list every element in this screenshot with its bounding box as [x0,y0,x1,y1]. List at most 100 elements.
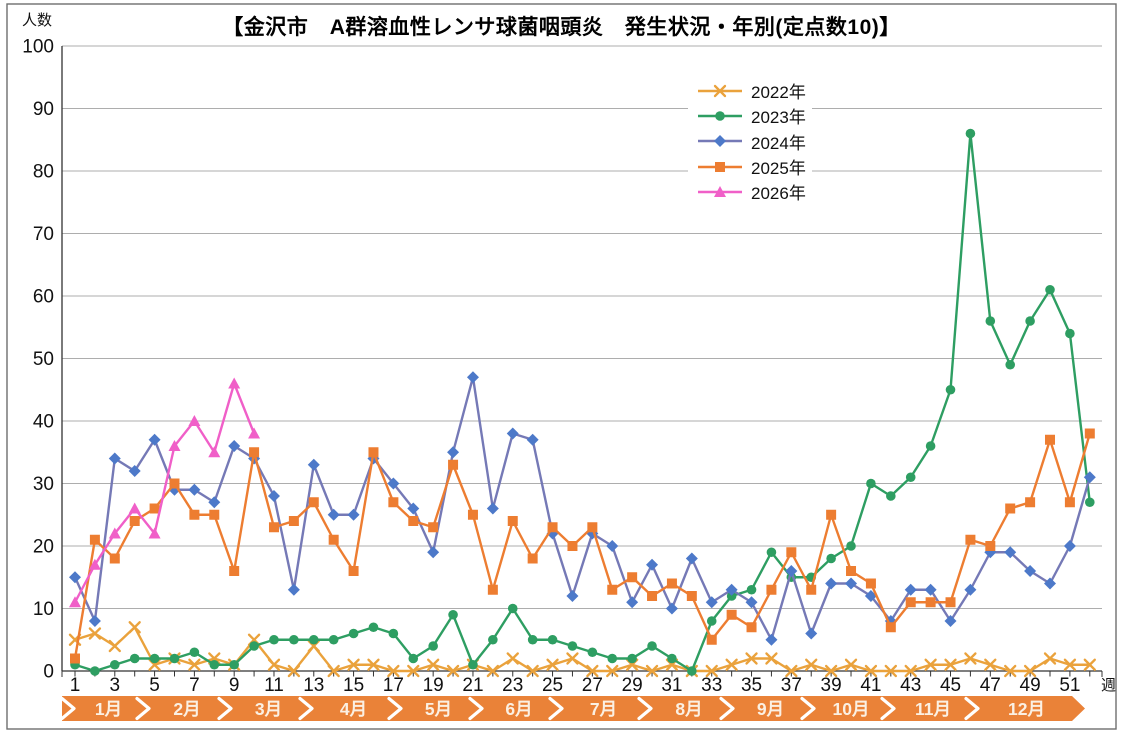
series-line [73,382,256,604]
month-label: 12月 [1008,699,1045,719]
month-label: 2月 [173,699,200,719]
data-point [428,641,438,651]
data-point [924,583,937,596]
data-point [88,615,101,627]
data-point [885,622,896,633]
data-point [1025,316,1035,326]
data-point [945,597,956,608]
data-point [985,541,996,551]
data-point [805,627,818,640]
data-point [388,628,399,639]
data-point [387,477,400,490]
x-tick-label: 21 [462,675,483,696]
data-point [287,664,301,678]
data-point [965,128,976,139]
data-point [428,522,439,533]
data-point [944,658,957,671]
x-tick-label: 41 [860,675,881,696]
x-tick-label: 49 [1020,675,1041,696]
month-label: 4月 [340,699,367,719]
data-point [627,653,637,664]
data-point [945,384,956,395]
data-point [209,659,220,670]
data-point [587,522,598,533]
x-tick-label: 15 [343,675,364,696]
chevron-right-icon [964,696,980,721]
data-point [169,478,180,489]
legend-swatch [698,84,742,97]
data-point [844,658,858,671]
data-point [646,558,659,571]
data-point [905,597,916,608]
x-tick-label: 1 [70,675,81,696]
data-point [90,666,100,676]
data-point [925,441,936,451]
data-point [886,491,896,501]
data-point [587,647,598,658]
x-tick-label: 43 [900,675,921,696]
data-point [1023,664,1037,678]
data-point [288,516,299,526]
data-point [408,653,419,664]
data-point [1045,284,1055,295]
data-point [108,452,121,465]
data-point [488,634,498,645]
data-point [70,653,80,664]
x-tick-label: 11 [264,675,284,696]
data-point [128,502,141,514]
data-point [168,440,181,451]
chevron-right-icon [298,696,314,721]
data-point [148,527,161,539]
legend-item-2026年: 2026年 [696,179,806,204]
month-label: 5月 [425,699,452,719]
data-point [268,522,279,533]
data-point [1085,497,1095,508]
x-tick-label: 13 [303,675,324,696]
x-tick-label: 7 [189,675,200,696]
data-point [647,591,658,601]
data-point [606,664,619,678]
data-point [714,135,726,148]
data-point [1063,658,1077,671]
data-point [985,316,996,326]
data-point [347,508,360,521]
data-point [1045,434,1056,445]
data-point [626,596,639,609]
data-point [109,659,120,670]
chevron-right-icon [548,696,564,721]
data-point [507,516,518,526]
data-point [89,534,100,545]
data-point [448,609,458,620]
chevron-right-icon [719,696,735,721]
legend-label: 2025年 [751,159,806,179]
month-label: 7月 [590,699,617,719]
data-point [526,664,539,678]
y-axis-unit-label: 人数 [22,12,53,29]
data-point [248,427,261,439]
data-point [1005,503,1016,514]
data-point [547,634,558,645]
legend: 2022年 2023年 2024年 2025年 2026年 [688,77,812,206]
data-point [785,565,798,577]
data-point [1063,540,1076,552]
y-tick-label: 70 [33,224,54,245]
data-point [746,584,757,595]
data-point [647,641,657,651]
y-tick-label: 20 [33,537,54,558]
data-point [765,652,778,665]
y-tick-label: 40 [33,412,54,433]
x-tick-label: 45 [940,675,961,696]
month-label: 11月 [915,699,951,719]
data-point [388,497,399,508]
month-label: 3月 [255,699,282,719]
x-tick-label: 39 [821,675,842,696]
data-point [69,571,81,584]
data-point [88,627,102,640]
data-point [328,634,339,645]
data-point [607,584,618,595]
data-point [685,552,698,565]
data-point [427,658,440,671]
data-point [805,658,818,671]
series-2026年 [69,377,261,608]
data-point [785,664,798,678]
